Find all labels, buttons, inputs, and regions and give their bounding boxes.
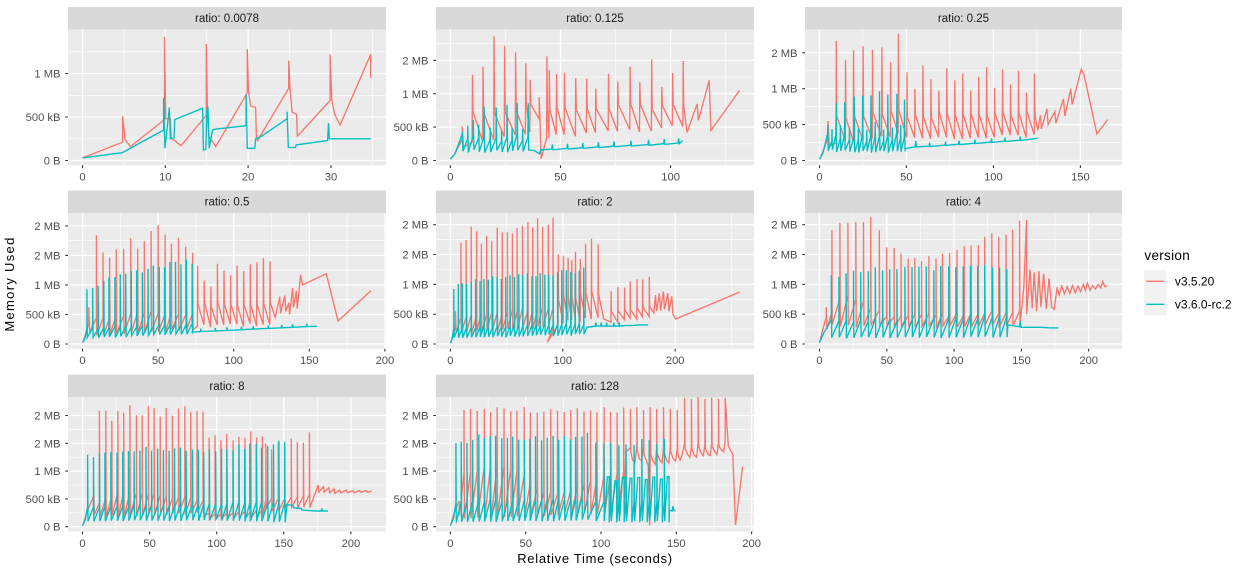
svg-text:50: 50 — [519, 538, 531, 550]
svg-text:1 MB: 1 MB — [402, 466, 428, 478]
svg-text:0 B: 0 B — [44, 156, 61, 168]
svg-text:0: 0 — [79, 355, 85, 367]
svg-text:500 kB: 500 kB — [394, 309, 429, 321]
svg-text:0: 0 — [447, 172, 453, 184]
svg-text:ratio: 4: ratio: 4 — [946, 197, 982, 209]
svg-text:50: 50 — [554, 172, 566, 184]
svg-text:50: 50 — [900, 172, 912, 184]
svg-text:150: 150 — [274, 538, 293, 550]
svg-text:1 MB: 1 MB — [402, 89, 428, 101]
svg-text:150: 150 — [1012, 355, 1031, 367]
svg-text:50: 50 — [881, 355, 893, 367]
svg-text:ratio: 2: ratio: 2 — [577, 197, 612, 209]
svg-text:0 B: 0 B — [44, 522, 61, 534]
svg-text:ratio: 8: ratio: 8 — [209, 381, 244, 393]
svg-text:0: 0 — [816, 172, 822, 184]
svg-text:200: 200 — [376, 355, 395, 367]
svg-text:2 MB: 2 MB — [402, 411, 428, 423]
svg-text:1 MB: 1 MB — [34, 280, 60, 292]
svg-text:ratio: 128: ratio: 128 — [571, 381, 619, 393]
svg-text:ratio: 0.25: ratio: 0.25 — [938, 13, 989, 25]
svg-text:2 MB: 2 MB — [402, 55, 428, 67]
svg-text:150: 150 — [1071, 172, 1090, 184]
svg-text:2 MB: 2 MB — [402, 250, 428, 262]
svg-text:0 B: 0 B — [781, 156, 798, 168]
svg-text:0 B: 0 B — [412, 156, 429, 168]
svg-text:500 kB: 500 kB — [394, 122, 429, 134]
svg-text:500 kB: 500 kB — [763, 120, 798, 132]
svg-text:100: 100 — [224, 355, 243, 367]
svg-text:2 MB: 2 MB — [771, 220, 797, 232]
svg-text:1 MB: 1 MB — [34, 466, 60, 478]
svg-text:200: 200 — [742, 538, 761, 550]
svg-text:200: 200 — [666, 355, 685, 367]
svg-text:ratio: 0.0078: ratio: 0.0078 — [195, 13, 259, 25]
svg-text:100: 100 — [661, 172, 680, 184]
svg-text:200: 200 — [342, 538, 361, 550]
svg-text:Relative Time (seconds): Relative Time (seconds) — [517, 551, 673, 566]
svg-text:10: 10 — [159, 172, 171, 184]
svg-text:150: 150 — [667, 538, 686, 550]
svg-text:500 kB: 500 kB — [26, 112, 61, 124]
svg-text:30: 30 — [325, 172, 337, 184]
svg-text:version: version — [1144, 248, 1190, 263]
svg-text:0 B: 0 B — [412, 522, 429, 534]
svg-text:150: 150 — [300, 355, 319, 367]
svg-text:2 MB: 2 MB — [34, 438, 60, 450]
svg-text:0: 0 — [447, 538, 453, 550]
svg-text:0 B: 0 B — [44, 339, 61, 351]
svg-text:ratio: 0.125: ratio: 0.125 — [566, 13, 624, 25]
svg-text:2 MB: 2 MB — [34, 411, 60, 423]
svg-text:1 MB: 1 MB — [771, 84, 797, 96]
svg-text:0 B: 0 B — [412, 339, 429, 351]
svg-text:2 MB: 2 MB — [402, 438, 428, 450]
svg-text:2 MB: 2 MB — [771, 250, 797, 262]
svg-text:ratio: 0.5: ratio: 0.5 — [205, 197, 250, 209]
svg-text:1 MB: 1 MB — [34, 69, 60, 81]
svg-text:500 kB: 500 kB — [394, 494, 429, 506]
svg-text:Memory Used: Memory Used — [2, 236, 17, 331]
svg-text:100: 100 — [945, 355, 964, 367]
svg-text:0 B: 0 B — [781, 339, 798, 351]
svg-text:2 MB: 2 MB — [402, 220, 428, 232]
svg-text:500 kB: 500 kB — [26, 310, 61, 322]
svg-text:500 kB: 500 kB — [763, 309, 798, 321]
svg-text:0: 0 — [816, 355, 822, 367]
svg-text:500 kB: 500 kB — [26, 494, 61, 506]
svg-text:1 MB: 1 MB — [771, 279, 797, 291]
svg-text:2 MB: 2 MB — [771, 48, 797, 60]
svg-text:2 MB: 2 MB — [34, 250, 60, 262]
svg-text:0: 0 — [79, 538, 85, 550]
svg-text:1 MB: 1 MB — [402, 279, 428, 291]
svg-text:0: 0 — [447, 355, 453, 367]
svg-text:2 MB: 2 MB — [34, 221, 60, 233]
svg-text:0: 0 — [79, 172, 85, 184]
svg-text:v3.5.20: v3.5.20 — [1175, 274, 1215, 288]
svg-text:100: 100 — [984, 172, 1003, 184]
svg-text:100: 100 — [207, 538, 226, 550]
svg-text:50: 50 — [152, 355, 164, 367]
svg-text:v3.6.0-rc.2: v3.6.0-rc.2 — [1175, 297, 1232, 311]
svg-text:100: 100 — [553, 355, 572, 367]
svg-text:200: 200 — [1079, 355, 1098, 367]
svg-text:100: 100 — [592, 538, 611, 550]
svg-text:50: 50 — [143, 538, 155, 550]
svg-text:20: 20 — [242, 172, 254, 184]
